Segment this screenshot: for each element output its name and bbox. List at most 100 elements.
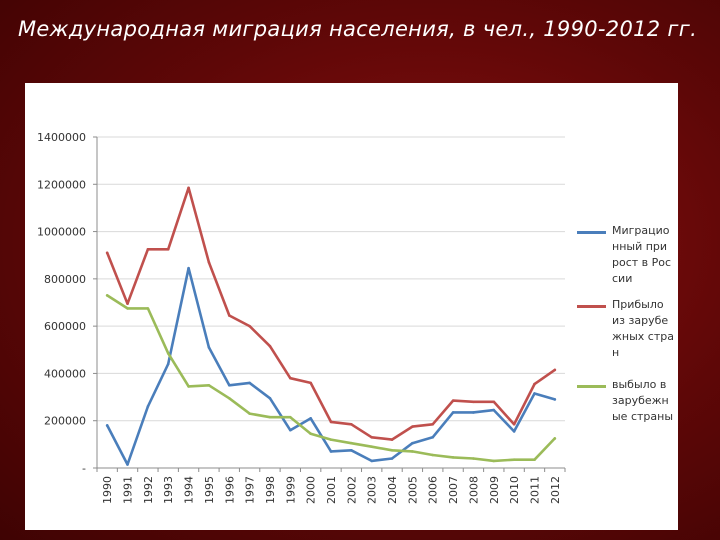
y-tick-label: 800000: [44, 273, 86, 286]
series-1-point: [553, 398, 557, 401]
series-2-point: [533, 382, 536, 386]
series-3-point: [472, 457, 475, 460]
x-tick-label: 1993: [162, 476, 175, 504]
legend-swatch: [577, 385, 606, 388]
legend-label: Миграционный прирост в России: [612, 224, 672, 285]
series-1-point: [472, 411, 475, 414]
legend-label: выбыло в зарубежные страны: [612, 378, 674, 423]
series-3-point: [370, 445, 373, 449]
series-1-point: [431, 435, 435, 439]
series-2-point: [166, 248, 170, 251]
series-1-point: [207, 346, 211, 349]
x-tick-label: 2008: [467, 476, 480, 504]
series-3-point: [492, 459, 496, 463]
slide-title: Международная миграция населения, в чел.…: [18, 17, 698, 41]
series-1-point: [411, 441, 414, 445]
series-2-point: [248, 324, 251, 328]
series-2-point: [451, 399, 455, 402]
series-1-point: [533, 392, 536, 395]
x-tick-label: 2011: [528, 476, 541, 504]
x-tick-label: 1998: [264, 476, 277, 504]
series-2-point: [431, 422, 435, 426]
x-tick-label: 2001: [325, 476, 338, 504]
x-tick-label: 1991: [122, 476, 135, 504]
series-3-point: [105, 294, 109, 297]
series-2-point: [105, 251, 109, 255]
series-1-point: [309, 417, 312, 420]
series-3-point: [248, 412, 251, 415]
x-tick-label: 2010: [508, 476, 521, 504]
legend-swatch: [577, 305, 606, 308]
chart-panel: - 200000 400000 600000 800000 1000000 1200000 1…: [25, 83, 678, 530]
series-1-point: [451, 411, 455, 414]
y-tick-label: 1400000: [37, 131, 86, 144]
x-tick-label: 2002: [345, 476, 358, 504]
y-tick-label: -: [82, 462, 86, 475]
series-3-point: [533, 458, 536, 462]
x-tick-label: 1999: [284, 476, 297, 504]
x-tick-label: 1997: [244, 476, 257, 504]
y-tick-label: 1200000: [37, 178, 86, 191]
series-2-point: [390, 438, 394, 441]
series-1-point: [289, 428, 292, 432]
series-2-point: [268, 344, 272, 348]
y-tick-label: 600000: [44, 320, 86, 333]
series-1-point: [105, 424, 109, 427]
x-tick-label: 2005: [406, 476, 419, 504]
series-3-point: [146, 307, 150, 310]
line-chart: - 200000 400000 600000 800000 1000000 1200000 1…: [37, 131, 566, 504]
legend-label: Прибыло из зарубежных стран: [612, 298, 674, 359]
x-tick-label: 2004: [386, 476, 399, 504]
series-3-point: [289, 415, 292, 419]
series-3-point: [227, 396, 231, 400]
series-2-point: [187, 186, 190, 190]
series-layer: [105, 186, 557, 466]
series-1-point: [126, 463, 129, 466]
series-3-point: [512, 458, 516, 462]
series-3-point: [309, 432, 312, 436]
series-line-1: [105, 266, 557, 466]
series-2-point: [472, 400, 475, 404]
series-2-point: [309, 381, 312, 385]
series-2-point: [411, 425, 414, 428]
series-3-point: [553, 437, 557, 440]
series-3-point: [451, 456, 455, 459]
x-tick-label: 2009: [488, 476, 501, 504]
series-3-point: [329, 438, 333, 441]
x-tick-label: 1990: [101, 476, 114, 504]
series-3-point: [350, 441, 353, 445]
x-tick-label: 2007: [447, 476, 460, 504]
series-3-point: [268, 415, 272, 419]
legend-swatch: [577, 231, 606, 234]
series-3-point: [390, 448, 394, 452]
x-tick-label: 2000: [305, 476, 318, 504]
y-tick-label: 200000: [44, 415, 86, 428]
series-2-point: [350, 422, 353, 426]
x-tick-label: 2003: [366, 476, 379, 504]
series-1-point: [329, 450, 333, 453]
grid-layer: [97, 136, 565, 469]
series-1-point: [187, 266, 190, 270]
series-1-point: [227, 383, 231, 387]
series-1-point: [492, 408, 496, 412]
series-1-point: [248, 381, 251, 385]
series-1-point: [370, 459, 373, 463]
series-3-point: [126, 307, 129, 310]
series-2-point: [126, 302, 129, 305]
series-1-point: [390, 457, 394, 460]
series-1-point: [146, 405, 150, 408]
x-tick-label: 1992: [142, 476, 155, 504]
series-3-point: [431, 453, 435, 457]
x-tick-label: 1996: [223, 476, 236, 504]
series-line-3: [105, 294, 557, 463]
x-tick-label: 1995: [203, 476, 216, 504]
series-line-2: [105, 186, 557, 441]
series-2-point: [289, 376, 292, 380]
series-2-point: [370, 435, 373, 439]
axis-layer: - 200000 400000 600000 800000 1000000 1200000 1…: [37, 131, 566, 504]
series-1-point: [350, 448, 353, 452]
series-2-point: [146, 248, 150, 251]
series-1-point: [268, 396, 272, 400]
series-1-point: [512, 430, 516, 433]
series-1-point: [166, 362, 170, 366]
